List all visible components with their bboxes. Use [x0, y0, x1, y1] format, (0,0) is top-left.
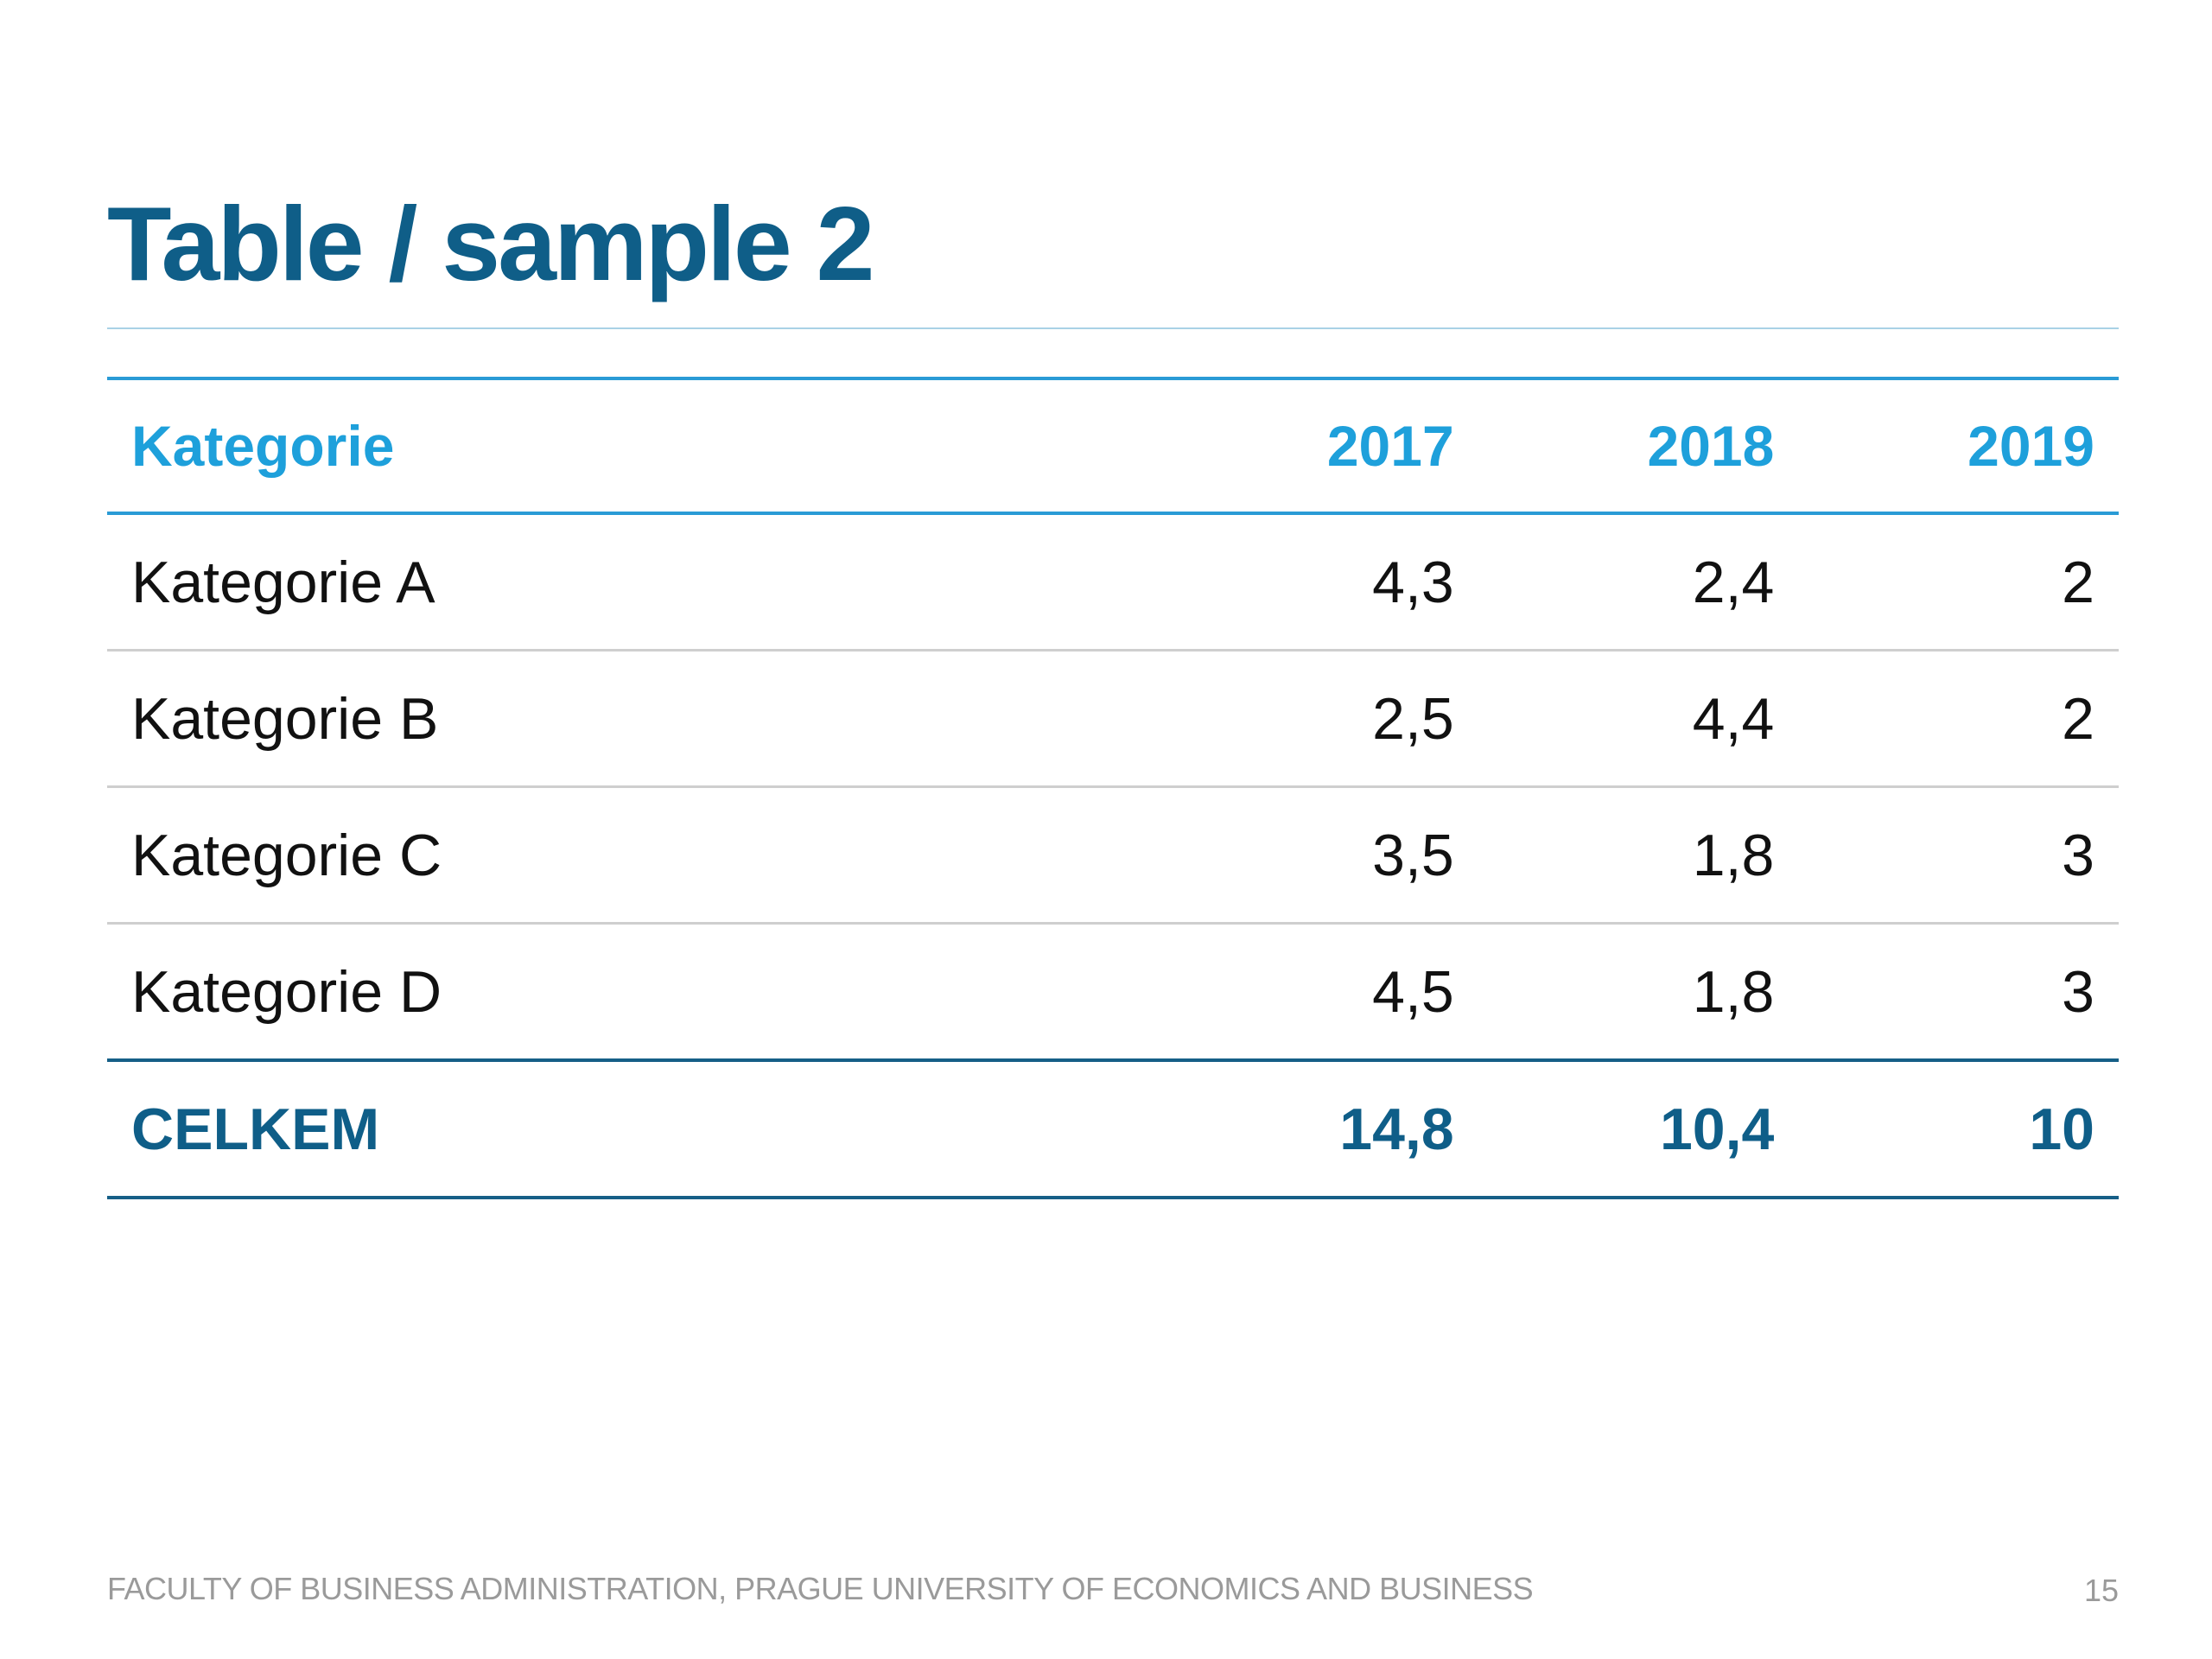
- table-row: Kategorie B 2,5 4,4 2: [107, 651, 2119, 787]
- table-row: Kategorie A 4,3 2,4 2: [107, 513, 2119, 651]
- header-cell-2019: 2019: [1967, 414, 2094, 478]
- header-cell-2017: 2017: [1326, 414, 1454, 478]
- table-cell: 2: [2062, 549, 2094, 615]
- row-label: Kategorie A: [131, 549, 435, 615]
- header-cell-2018: 2018: [1647, 414, 1775, 478]
- table-header-row: Kategorie 2017 2018 2019: [107, 378, 2119, 513]
- total-cell-2019: 10: [2029, 1096, 2094, 1162]
- table-cell: 4,4: [1692, 685, 1775, 752]
- total-label: CELKEM: [131, 1096, 380, 1162]
- page-number: 15: [2083, 1573, 2119, 1608]
- title-divider: [107, 327, 2119, 329]
- row-label: Kategorie D: [131, 958, 442, 1025]
- table-cell: 3: [2062, 822, 2094, 888]
- table-cell: 2,5: [1372, 685, 1454, 752]
- table-cell: 4,5: [1372, 958, 1454, 1025]
- table-row: Kategorie C 3,5 1,8 3: [107, 787, 2119, 924]
- table-cell: 1,8: [1692, 822, 1775, 888]
- table-cell: 3: [2062, 958, 2094, 1025]
- total-cell-2017: 14,8: [1339, 1096, 1454, 1162]
- table-cell: 3,5: [1372, 822, 1454, 888]
- data-table: Kategorie 2017 2018 2019 Kategorie A 4,3…: [107, 377, 2119, 1199]
- slide-title: Table / sample 2: [107, 185, 874, 302]
- table-cell: 1,8: [1692, 958, 1775, 1025]
- table-cell: 2,4: [1692, 549, 1775, 615]
- table-total-row: CELKEM 14,8 10,4 10: [107, 1060, 2119, 1198]
- row-label: Kategorie B: [131, 685, 439, 752]
- table-row: Kategorie D 4,5 1,8 3: [107, 924, 2119, 1060]
- table-cell: 2: [2062, 685, 2094, 752]
- footer-institution: FACULTY OF BUSINESS ADMINISTRATION, PRAG…: [107, 1571, 1534, 1606]
- total-cell-2018: 10,4: [1659, 1096, 1775, 1162]
- row-label: Kategorie C: [131, 822, 442, 888]
- header-cell-category: Kategorie: [131, 414, 395, 478]
- table-cell: 4,3: [1372, 549, 1454, 615]
